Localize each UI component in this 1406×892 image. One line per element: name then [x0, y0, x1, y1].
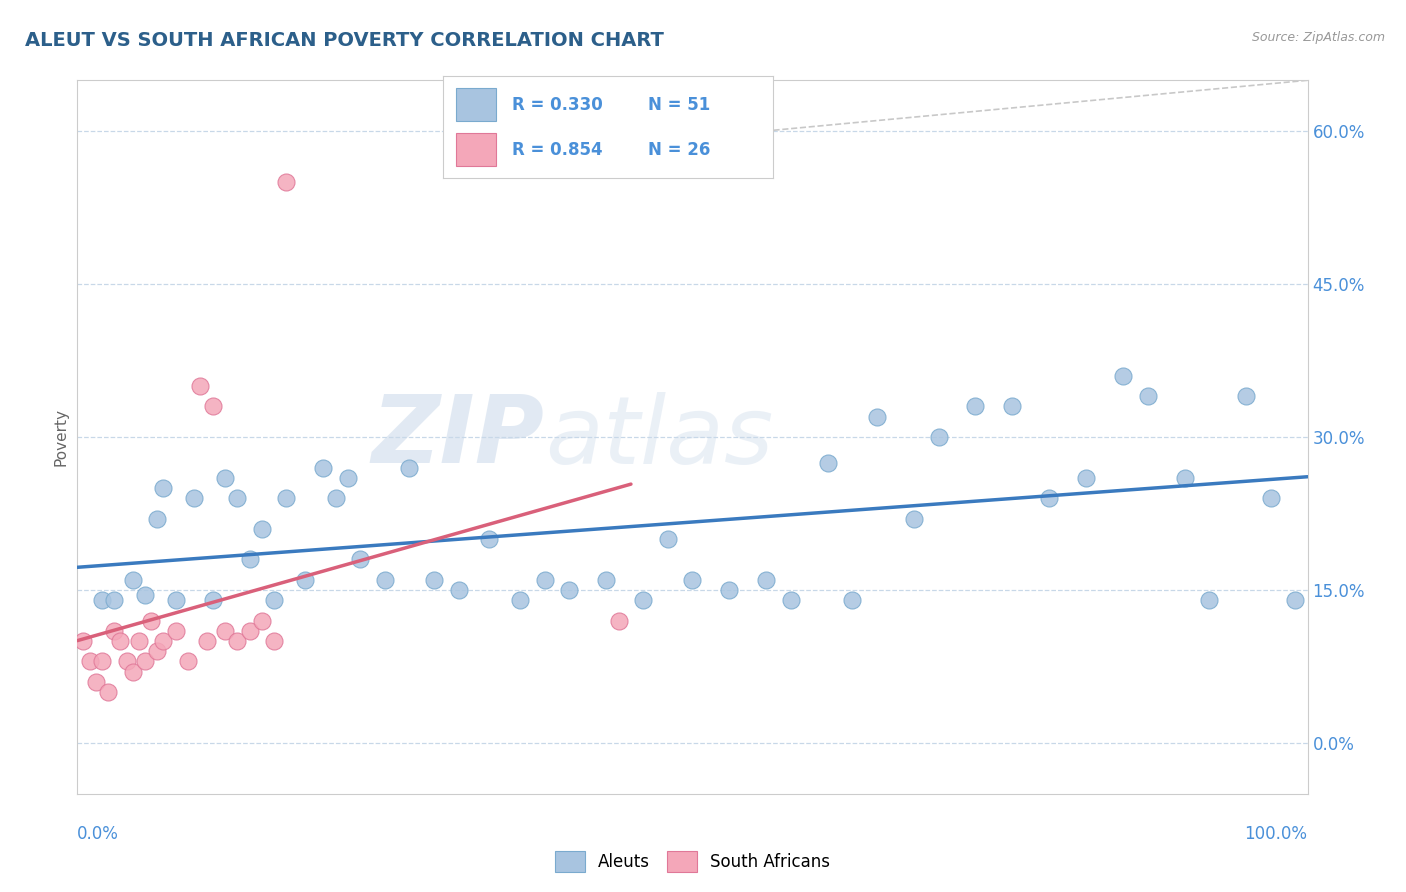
Point	[263, 634, 285, 648]
Point	[250, 522, 273, 536]
Y-axis label: Poverty: Poverty	[53, 408, 69, 467]
Point	[250, 614, 273, 628]
FancyBboxPatch shape	[456, 88, 496, 121]
Point	[1234, 389, 1257, 403]
Point	[146, 511, 169, 525]
Point	[103, 624, 125, 638]
Point	[201, 593, 224, 607]
Point	[276, 491, 298, 506]
Point	[141, 614, 163, 628]
Point	[128, 634, 150, 648]
Point	[374, 573, 396, 587]
Point	[226, 491, 249, 506]
Text: N = 51: N = 51	[648, 95, 710, 113]
Point	[1284, 593, 1306, 607]
FancyBboxPatch shape	[456, 133, 496, 166]
Point	[447, 582, 470, 597]
Point	[152, 634, 174, 648]
Point	[90, 654, 114, 668]
Text: R = 0.854: R = 0.854	[512, 141, 603, 159]
Point	[755, 573, 778, 587]
Point	[239, 552, 262, 566]
Point	[1076, 471, 1098, 485]
Point	[595, 573, 617, 587]
Point	[312, 460, 335, 475]
Legend: Aleuts, South Africans: Aleuts, South Africans	[548, 845, 837, 879]
Point	[1260, 491, 1282, 506]
Point	[146, 644, 169, 658]
Point	[152, 481, 174, 495]
Point	[214, 471, 236, 485]
Point	[121, 573, 143, 587]
Point	[239, 624, 262, 638]
Text: 100.0%: 100.0%	[1244, 825, 1308, 843]
Point	[110, 634, 132, 648]
Point	[534, 573, 557, 587]
Point	[607, 614, 630, 628]
Point	[72, 634, 94, 648]
Text: R = 0.330: R = 0.330	[512, 95, 603, 113]
Point	[201, 400, 224, 414]
Point	[478, 532, 501, 546]
Point	[121, 665, 143, 679]
Point	[1001, 400, 1024, 414]
Point	[84, 674, 107, 689]
Point	[276, 175, 298, 189]
Point	[195, 634, 218, 648]
Point	[337, 471, 360, 485]
Point	[226, 634, 249, 648]
Point	[780, 593, 803, 607]
Point	[90, 593, 114, 607]
Point	[1136, 389, 1159, 403]
Point	[79, 654, 101, 668]
Text: 0.0%: 0.0%	[77, 825, 120, 843]
Point	[1038, 491, 1060, 506]
Text: ALEUT VS SOUTH AFRICAN POVERTY CORRELATION CHART: ALEUT VS SOUTH AFRICAN POVERTY CORRELATI…	[25, 31, 664, 50]
Point	[1112, 368, 1135, 383]
Point	[177, 654, 200, 668]
Point	[183, 491, 205, 506]
Point	[214, 624, 236, 638]
Point	[134, 588, 156, 602]
Point	[928, 430, 950, 444]
Point	[1174, 471, 1197, 485]
Point	[134, 654, 156, 668]
Point	[682, 573, 704, 587]
Point	[817, 456, 839, 470]
Text: ZIP: ZIP	[373, 391, 546, 483]
Point	[398, 460, 420, 475]
Point	[718, 582, 741, 597]
Point	[165, 593, 187, 607]
Point	[103, 593, 125, 607]
Point	[294, 573, 316, 587]
Point	[657, 532, 679, 546]
Point	[263, 593, 285, 607]
Point	[866, 409, 889, 424]
Point	[841, 593, 863, 607]
Point	[115, 654, 138, 668]
Point	[1198, 593, 1220, 607]
Point	[349, 552, 371, 566]
Text: atlas: atlas	[546, 392, 773, 483]
Point	[965, 400, 987, 414]
Point	[97, 685, 120, 699]
Point	[325, 491, 347, 506]
Text: Source: ZipAtlas.com: Source: ZipAtlas.com	[1251, 31, 1385, 45]
Point	[558, 582, 581, 597]
Text: N = 26: N = 26	[648, 141, 710, 159]
Point	[188, 379, 212, 393]
Point	[633, 593, 655, 607]
Point	[509, 593, 531, 607]
Point	[423, 573, 446, 587]
Point	[903, 511, 925, 525]
Point	[165, 624, 187, 638]
